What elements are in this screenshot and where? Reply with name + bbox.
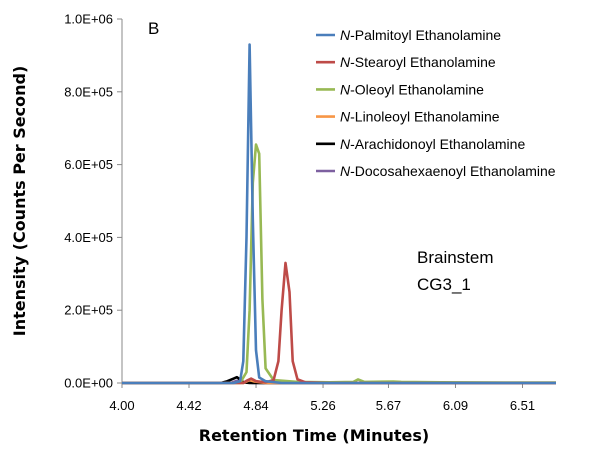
x-axis-title: Retention Time (Minutes) [199, 426, 429, 445]
axes [117, 18, 556, 388]
legend-entry: N-Palmitoyl Ethanolamine [340, 27, 501, 43]
y-tick-label: 6.0E+05 [64, 157, 113, 172]
panel-label: B [148, 19, 159, 38]
legend: N-Palmitoyl Ethanolamine N-Stearoyl Ethan… [316, 27, 556, 179]
legend-entry: N-Arachidonoyl Ethanolamine [340, 136, 525, 152]
series-line [122, 43, 556, 385]
series-line [122, 261, 556, 385]
legend-entry: N-Oleoyl Ethanolamine [340, 81, 484, 97]
annotation-line-1: Brainstem [417, 248, 494, 267]
plot-lines [122, 43, 556, 385]
x-tick-label: 6.51 [510, 398, 535, 413]
y-tick-label: 4.0E+05 [64, 230, 113, 245]
y-tick-label: 1.0E+06 [64, 12, 113, 27]
x-tick-label: 5.67 [376, 398, 401, 413]
y-tick-label: 8.0E+05 [64, 84, 113, 99]
y-tick-labels: 0.0E+00 2.0E+05 4.0E+05 6.0E+05 8.0E+05 1.0E+… [64, 12, 113, 391]
legend-entry: N-Docosahexaenoyl Ethanolamine [340, 163, 556, 179]
y-tick-label: 0.0E+00 [64, 376, 113, 391]
x-tick-label: 6.09 [443, 398, 468, 413]
y-tick-label: 2.0E+05 [64, 303, 113, 318]
x-tick-label: 5.26 [310, 398, 335, 413]
x-tick-label: 4.84 [243, 398, 268, 413]
x-tick-labels: 4.00 4.42 4.84 5.26 5.67 6.09 6.51 [109, 398, 535, 413]
legend-entry: N-Linoleoyl Ethanolamine [340, 109, 500, 125]
x-tick-label: 4.42 [176, 398, 201, 413]
legend-entry: N-Stearoyl Ethanolamine [340, 54, 496, 70]
y-axis-title: Intensity (Counts Per Second) [10, 66, 29, 337]
annotation-line-2: CG3_1 [417, 275, 471, 294]
x-tick-label: 4.00 [109, 398, 134, 413]
